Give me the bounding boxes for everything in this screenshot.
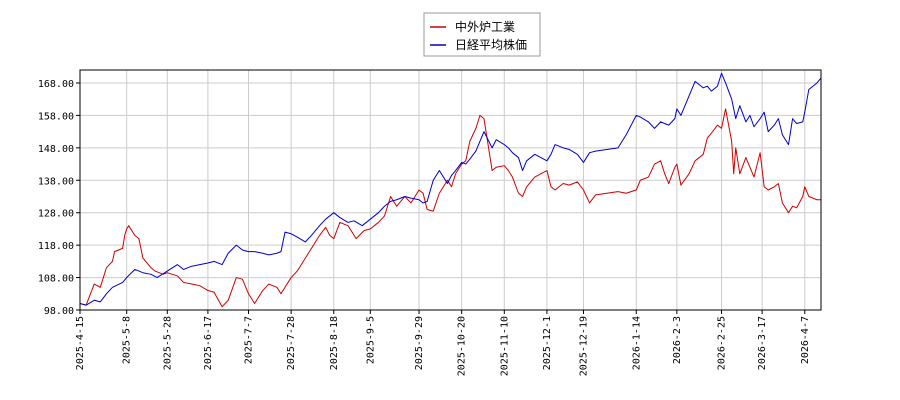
x-tick-label: 2026-2-25 — [717, 316, 728, 370]
series-line-0 — [79, 108, 821, 308]
x-tick-label: 2025-8-18 — [329, 316, 340, 370]
grid — [79, 70, 821, 311]
legend-box — [423, 12, 541, 57]
y-tick-label: 138.00 — [38, 176, 74, 187]
y-tick-label: 98.00 — [44, 306, 74, 317]
x-tick-label: 2026-4-7 — [800, 316, 811, 364]
y-tick-label: 118.00 — [38, 241, 74, 252]
plot-frame — [79, 69, 822, 311]
x-tick-label: 2025-6-17 — [203, 316, 214, 370]
legend-label-1: 日経平均株価 — [455, 37, 527, 52]
y-axis: 98.00 108.00 118.00 128.00 138.00 148.00 158.0… — [38, 79, 80, 317]
x-tick-label: 2026-2-3 — [672, 316, 683, 364]
x-tick-label: 2025-10-20 — [457, 316, 468, 376]
y-tick-label: 128.00 — [38, 209, 74, 220]
x-tick-label: 2026-1-14 — [631, 316, 642, 370]
x-tick-label: 2025-5-28 — [162, 316, 173, 370]
x-axis: 2025-4-15 2025-5-8 2025-5-28 2025-6-17 2025-… — [75, 310, 811, 376]
x-tick-label: 2025-12-1 — [542, 316, 553, 370]
y-tick-label: 148.00 — [38, 144, 74, 155]
y-tick-label: 158.00 — [38, 111, 74, 122]
x-tick-label: 2025-12-19 — [578, 316, 589, 376]
x-tick-label: 2025-11-10 — [499, 316, 510, 376]
series-layer — [79, 72, 822, 308]
y-tick-label: 168.00 — [38, 79, 74, 90]
x-tick-label: 2025-9-29 — [414, 316, 425, 370]
y-tick-label: 108.00 — [38, 274, 74, 285]
series-line-1 — [79, 72, 822, 306]
x-tick-label: 2025-5-8 — [122, 316, 133, 364]
legend-label-0: 中外炉工業 — [455, 19, 515, 34]
legend: 中外炉工業 日経平均株価 — [423, 12, 541, 57]
x-tick-label: 2026-3-17 — [757, 316, 768, 370]
x-tick-label: 2025-7-28 — [286, 316, 297, 370]
x-tick-label: 2025-9-5 — [365, 316, 376, 364]
x-tick-label: 2025-4-15 — [75, 316, 86, 370]
x-tick-label: 2025-7-7 — [244, 316, 255, 364]
